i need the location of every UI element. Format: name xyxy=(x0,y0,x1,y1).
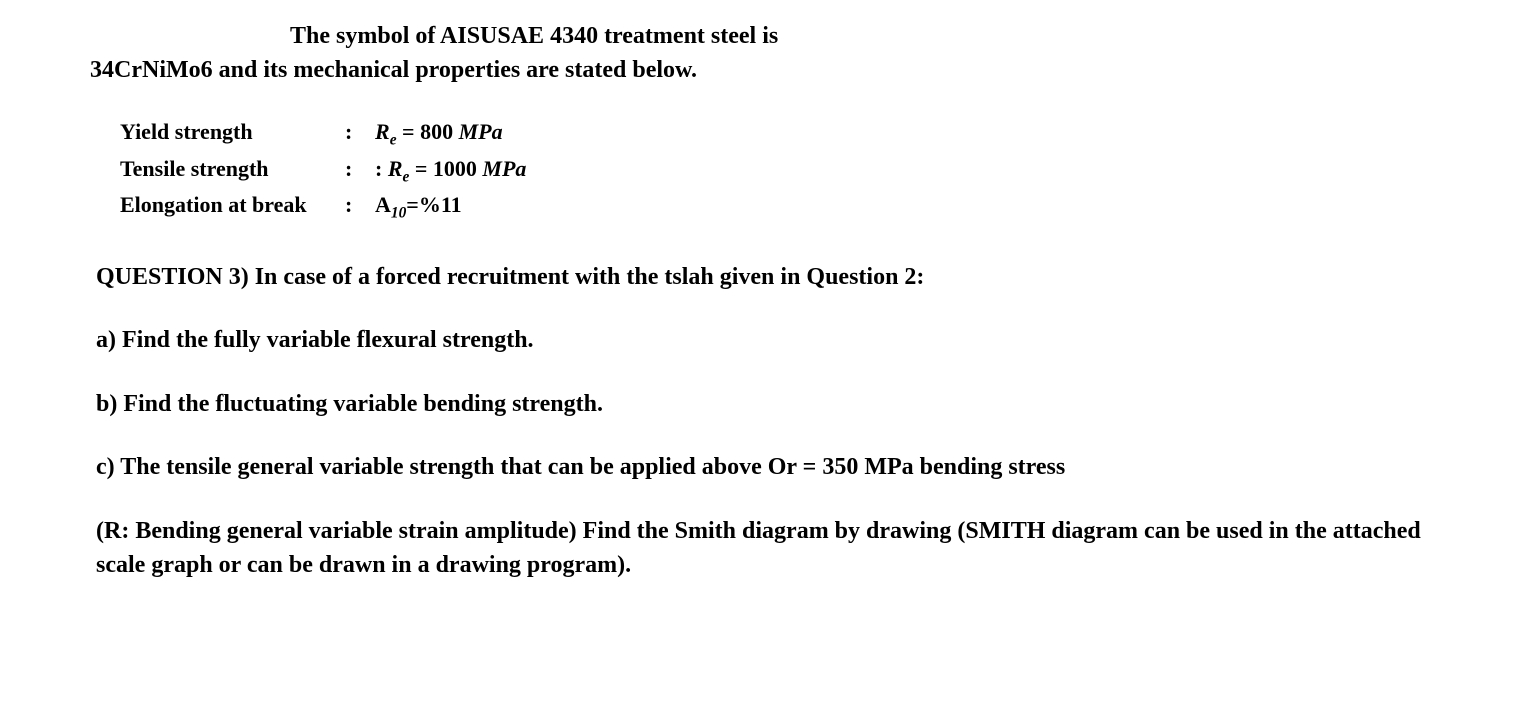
elongation-label: Elongation at break xyxy=(120,188,345,221)
elongation-colon: : xyxy=(345,188,375,221)
yield-colon: : xyxy=(345,115,375,148)
elongation-row: Elongation at break : A10=%11 xyxy=(120,188,1426,225)
question-note: (R: Bending general variable strain ampl… xyxy=(96,515,1426,582)
question-part-a: a) Find the fully variable flexural stre… xyxy=(96,324,1426,358)
tensile-value: : Re = 1000 MPa xyxy=(375,152,526,189)
question-part-b: b) Find the fluctuating variable bending… xyxy=(96,388,1426,422)
intro-block: The symbol of AISUSAE 4340 treatment ste… xyxy=(90,20,1426,87)
yield-label: Yield strength xyxy=(120,115,345,148)
properties-table: Yield strength : Re = 800 MPa Tensile st… xyxy=(90,115,1426,225)
elongation-value: A10=%11 xyxy=(375,188,462,225)
question-body: QUESTION 3) In case of a forced recruitm… xyxy=(90,261,1426,583)
yield-strength-row: Yield strength : Re = 800 MPa xyxy=(120,115,1426,152)
tensile-label: Tensile strength xyxy=(120,152,345,185)
tensile-colon: : xyxy=(345,152,375,185)
question-part-c: c) The tensile general variable strength… xyxy=(96,451,1426,485)
question-header: QUESTION 3) In case of a forced recruitm… xyxy=(96,261,1426,295)
intro-line-2: 34CrNiMo6 and its mechanical properties … xyxy=(90,54,1426,88)
intro-line-1: The symbol of AISUSAE 4340 treatment ste… xyxy=(90,20,1426,54)
yield-value: Re = 800 MPa xyxy=(375,115,503,152)
tensile-strength-row: Tensile strength : : Re = 1000 MPa xyxy=(120,152,1426,189)
